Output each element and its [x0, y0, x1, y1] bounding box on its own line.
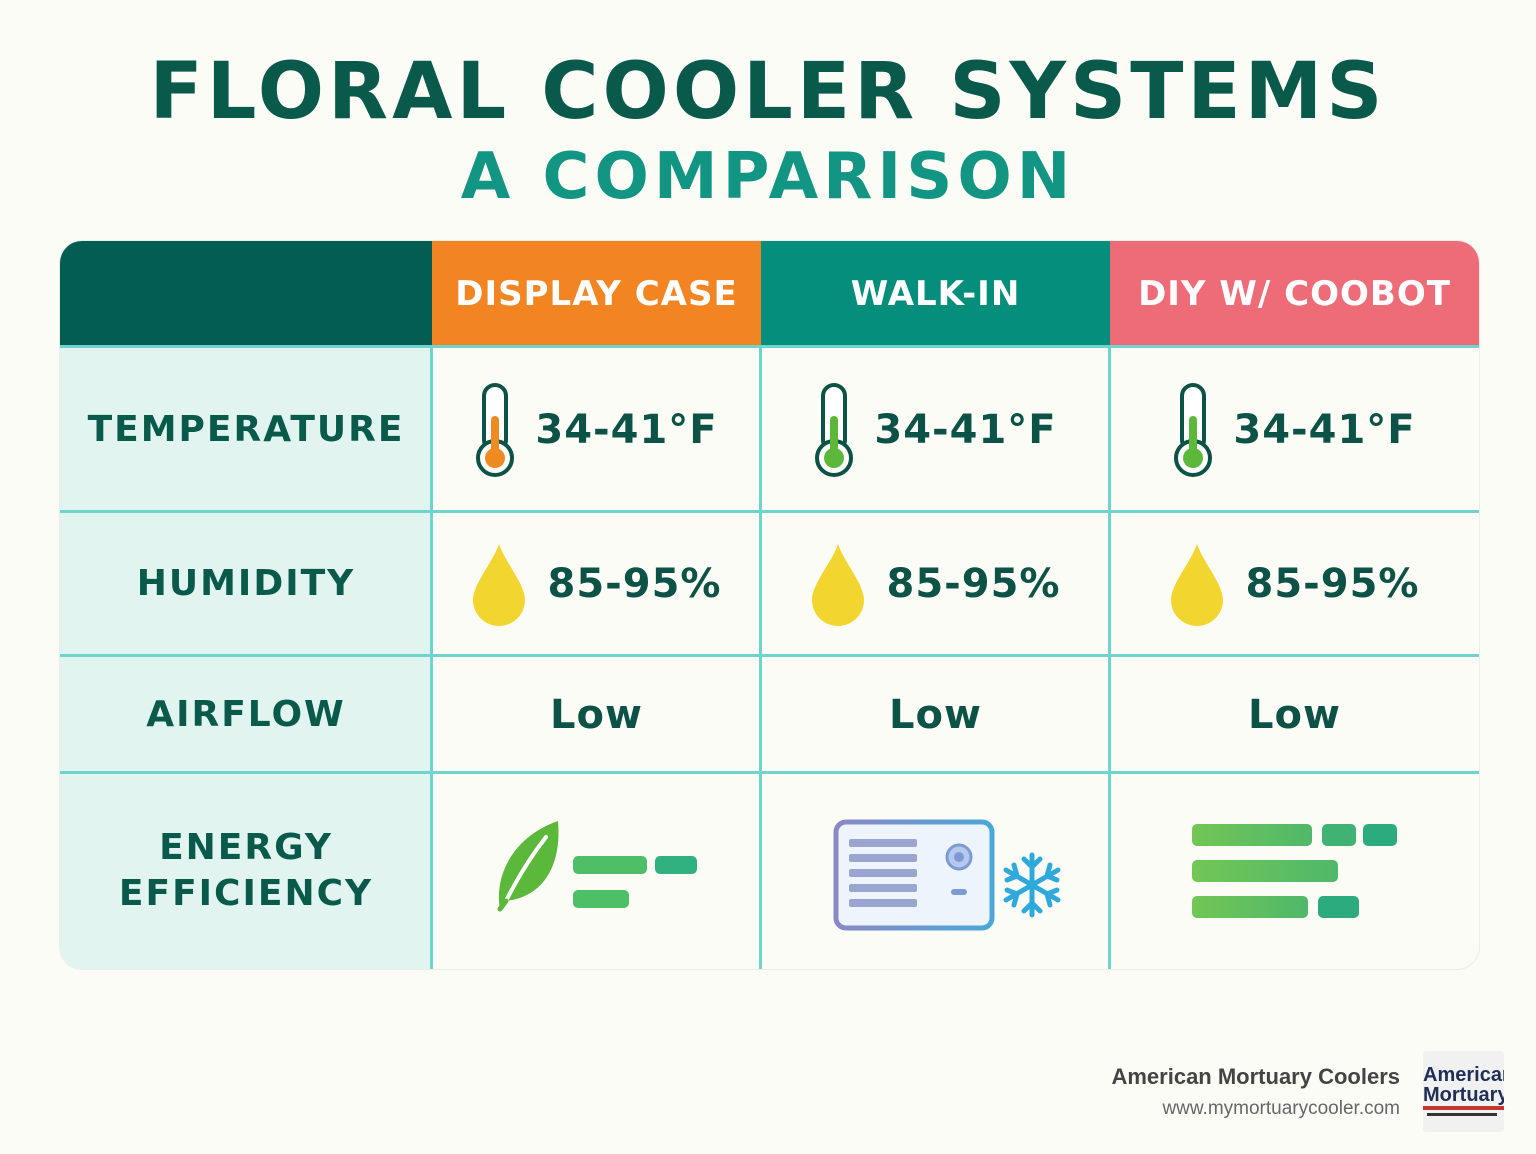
airflow-value-walk-in: Low: [889, 691, 982, 738]
temperature-value-display-case: 34-41°F: [535, 406, 718, 453]
water-drop-icon: [1171, 544, 1224, 626]
thermometer-green-icon: [1174, 382, 1213, 477]
energy-bar: [655, 856, 697, 874]
row-label-airflow: AIRFLOW: [60, 656, 432, 773]
temperature-display-case: 34-41°F: [432, 347, 761, 512]
water-drop-icon: [473, 544, 526, 626]
grid-line: [60, 771, 1479, 774]
row-label-energy-line1: ENERGY: [159, 827, 333, 868]
leaf-icon: [497, 821, 559, 912]
temperature-value-walk-in: 34-41°F: [874, 406, 1057, 453]
energy-bar: [573, 856, 647, 874]
energy-bar: [1192, 824, 1312, 846]
header-walk-in: WALK-IN: [761, 241, 1110, 347]
page-subtitle: A COMPARISON: [460, 140, 1076, 214]
airflow-value-diy: Low: [1248, 691, 1341, 738]
row-label-energy-line2: EFFICIENCY: [118, 873, 374, 914]
energy-bar: [1318, 896, 1359, 918]
grid-line: [60, 510, 1479, 513]
energy-bar: [1363, 824, 1397, 846]
row-label-energy-efficiency: ENERGY EFFICIENCY: [60, 773, 432, 969]
energy-walk-in: [761, 773, 1110, 969]
grid-line: [60, 654, 1479, 657]
humidity-value-diy: 85-95%: [1245, 561, 1420, 607]
energy-display-case: [432, 773, 761, 969]
grid-line: [759, 347, 762, 969]
page-title: FLORAL COOLER SYSTEMS: [149, 47, 1387, 137]
temperature-walk-in: 34-41°F: [761, 347, 1110, 512]
airflow-value-display-case: Low: [550, 691, 643, 738]
thermometer-orange-icon: [476, 382, 515, 477]
air-conditioner-icon: [833, 819, 995, 931]
humidity-diy: 85-95%: [1110, 512, 1479, 656]
header-diy-coobot: DIY W/ COOBOT: [1110, 241, 1479, 347]
humidity-value-display-case: 85-95%: [547, 561, 722, 607]
energy-bar: [1192, 860, 1338, 882]
energy-bar: [573, 890, 629, 908]
row-label-temperature: TEMPERATURE: [60, 347, 432, 512]
thermometer-green-icon: [815, 382, 854, 477]
energy-diy: [1110, 773, 1479, 969]
energy-bar: [1192, 896, 1308, 918]
company-url[interactable]: www.mymortuarycooler.com: [1162, 1098, 1400, 1119]
humidity-walk-in: 85-95%: [761, 512, 1110, 656]
grid-line: [1108, 347, 1111, 969]
row-label-humidity: HUMIDITY: [60, 512, 432, 656]
comparison-table: DISPLAY CASE WALK-IN DIY W/ COOBOT TEMPE…: [60, 241, 1479, 969]
temperature-diy: 34-41°F: [1110, 347, 1479, 512]
water-drop-icon: [812, 544, 865, 626]
energy-bar: [1322, 824, 1356, 846]
humidity-display-case: 85-95%: [432, 512, 761, 656]
grid-line: [430, 347, 433, 969]
company-logo: American Mortuary: [1423, 1051, 1504, 1132]
temperature-value-diy: 34-41°F: [1233, 406, 1416, 453]
company-name: American Mortuary Coolers: [1111, 1064, 1400, 1089]
header-display-case: DISPLAY CASE: [432, 241, 761, 347]
header-blank-cell: [60, 241, 432, 347]
grid-line: [60, 345, 1479, 348]
snowflake-icon: [1003, 852, 1061, 918]
humidity-value-walk-in: 85-95%: [886, 561, 1061, 607]
